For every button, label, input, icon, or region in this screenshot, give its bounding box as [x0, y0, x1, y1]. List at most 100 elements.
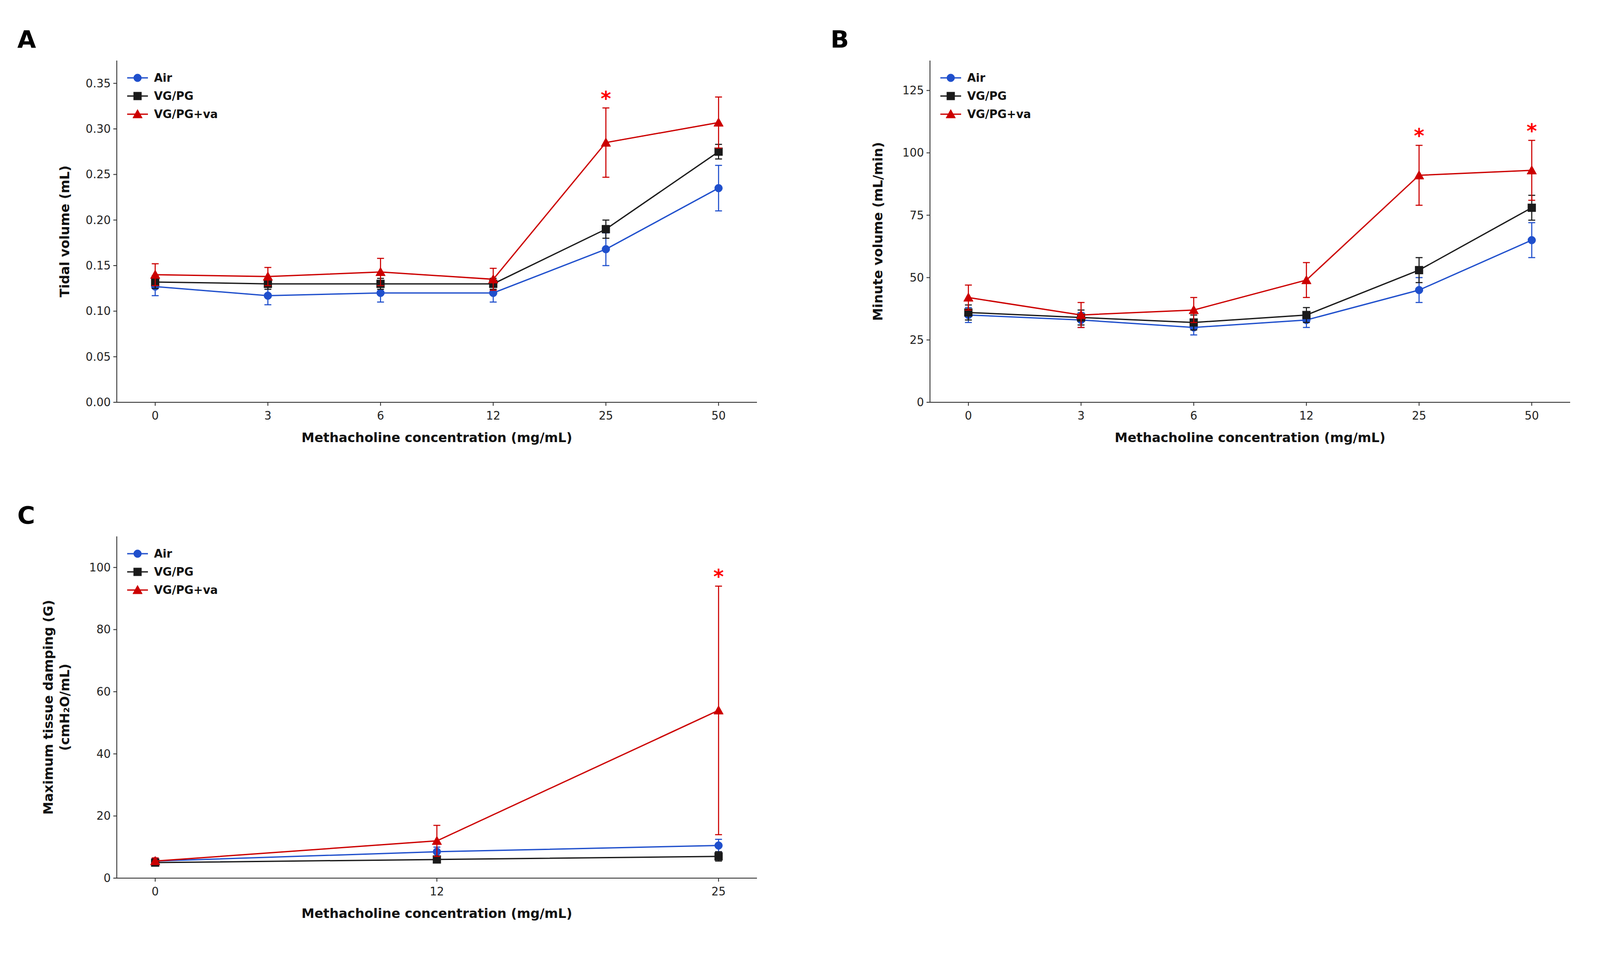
plot-area	[150, 96, 724, 305]
y-tick-label: 0.15	[85, 259, 111, 273]
y-tick	[113, 310, 117, 312]
data-point	[1415, 286, 1424, 295]
y-tick-label: 125	[902, 83, 924, 97]
y-tick-label: 0.30	[85, 122, 111, 136]
y-tick-label: 20	[96, 809, 111, 823]
y-tick	[926, 89, 930, 91]
data-point	[150, 269, 161, 279]
error-bar	[1302, 307, 1310, 323]
data-point	[1527, 203, 1536, 212]
significance-marker: *	[1414, 124, 1425, 148]
error-bar	[715, 839, 722, 852]
significance-marker: *	[713, 564, 724, 589]
y-tick	[926, 339, 930, 341]
legend-marker	[946, 73, 955, 82]
y-tick-label: 75	[909, 208, 924, 222]
plot-area	[963, 140, 1537, 336]
legend-label: VG/PG+va	[967, 107, 1032, 121]
data-point	[602, 245, 610, 254]
data-point	[963, 292, 974, 302]
x-tick	[1080, 402, 1082, 406]
y-tick-label: 40	[96, 747, 111, 761]
legend-label: Air	[153, 547, 173, 561]
series-line	[968, 170, 1532, 315]
y-tick-label: 100	[89, 561, 111, 574]
x-tick	[380, 402, 382, 406]
x-tick-label: 50	[711, 409, 726, 423]
data-point	[1189, 305, 1199, 315]
y-axis-label: Tidal volume (mL)	[57, 165, 73, 298]
series	[963, 140, 1537, 328]
x-axis-label: Methacholine concentration (mg/mL)	[301, 429, 573, 446]
data-point	[150, 856, 161, 866]
y-tick	[113, 219, 117, 221]
error-bar	[715, 851, 722, 862]
legend-marker	[133, 549, 142, 558]
legend-label: VG/PG	[153, 89, 194, 103]
x-tick	[154, 402, 156, 406]
x-tick	[1305, 402, 1307, 406]
legend: AirVG/PGVG/PG+va	[127, 547, 219, 597]
panel-title: B	[830, 25, 850, 54]
y-tick-label: 0	[103, 871, 111, 885]
y-tick	[113, 401, 117, 403]
y-tick	[113, 265, 117, 267]
y-tick-label: 0.35	[85, 76, 111, 90]
data-point	[714, 184, 723, 193]
x-tick	[267, 402, 269, 406]
data-point	[263, 291, 272, 300]
data-point	[376, 288, 385, 297]
y-tick-label: 0.10	[85, 304, 111, 318]
significance-marker: *	[600, 86, 612, 111]
x-tick-label: 3	[264, 409, 272, 423]
legend-marker	[945, 109, 956, 119]
y-tick	[113, 83, 117, 84]
data-point	[1527, 236, 1536, 244]
data-point	[602, 225, 610, 234]
data-point	[375, 267, 386, 276]
series-line	[968, 207, 1532, 323]
figure: 0.000.050.100.150.200.250.300.3503612255…	[0, 0, 1600, 956]
panel-title: C	[17, 500, 36, 530]
y-tick	[113, 128, 117, 130]
y-axis-line	[116, 536, 118, 879]
series	[151, 144, 723, 290]
data-point	[488, 274, 498, 284]
legend-marker	[133, 567, 142, 576]
error-bar	[1415, 257, 1423, 283]
y-tick	[926, 214, 930, 216]
x-tick	[605, 402, 607, 406]
y-tick	[113, 173, 117, 175]
error-bar	[1528, 222, 1536, 258]
y-axis-label: Minute volume (mL/min)	[870, 141, 886, 321]
data-point	[714, 147, 723, 156]
data-point	[1414, 170, 1424, 180]
legend: AirVG/PGVG/PG+va	[940, 71, 1032, 121]
significance-marker: *	[1526, 119, 1537, 143]
legend-marker	[132, 585, 143, 594]
panel: 0255075100125036122550Methacholine conce…	[830, 25, 1571, 446]
series-line	[155, 151, 719, 284]
data-point	[714, 852, 723, 861]
data-point	[1415, 266, 1424, 274]
x-tick-label: 6	[1189, 409, 1198, 423]
x-tick	[718, 878, 719, 882]
y-tick	[113, 753, 117, 755]
y-tick	[113, 691, 117, 693]
x-tick-label: 12	[429, 884, 444, 898]
y-tick	[113, 356, 117, 358]
panel: 02040608010001225Methacholine concentrat…	[17, 500, 757, 921]
y-tick	[113, 877, 117, 879]
plot-area	[150, 586, 724, 867]
x-tick	[718, 402, 719, 406]
legend: AirVG/PGVG/PG+va	[127, 71, 219, 121]
x-tick-label: 12	[486, 409, 501, 423]
y-tick-label: 0	[916, 395, 924, 409]
legend-marker	[946, 92, 955, 100]
legend-marker	[133, 73, 142, 82]
legend-label: Air	[153, 71, 173, 85]
legend-label: VG/PG	[153, 565, 194, 579]
series-line	[155, 710, 719, 861]
x-tick-label: 3	[1077, 409, 1085, 423]
y-tick-label: 25	[909, 333, 924, 347]
